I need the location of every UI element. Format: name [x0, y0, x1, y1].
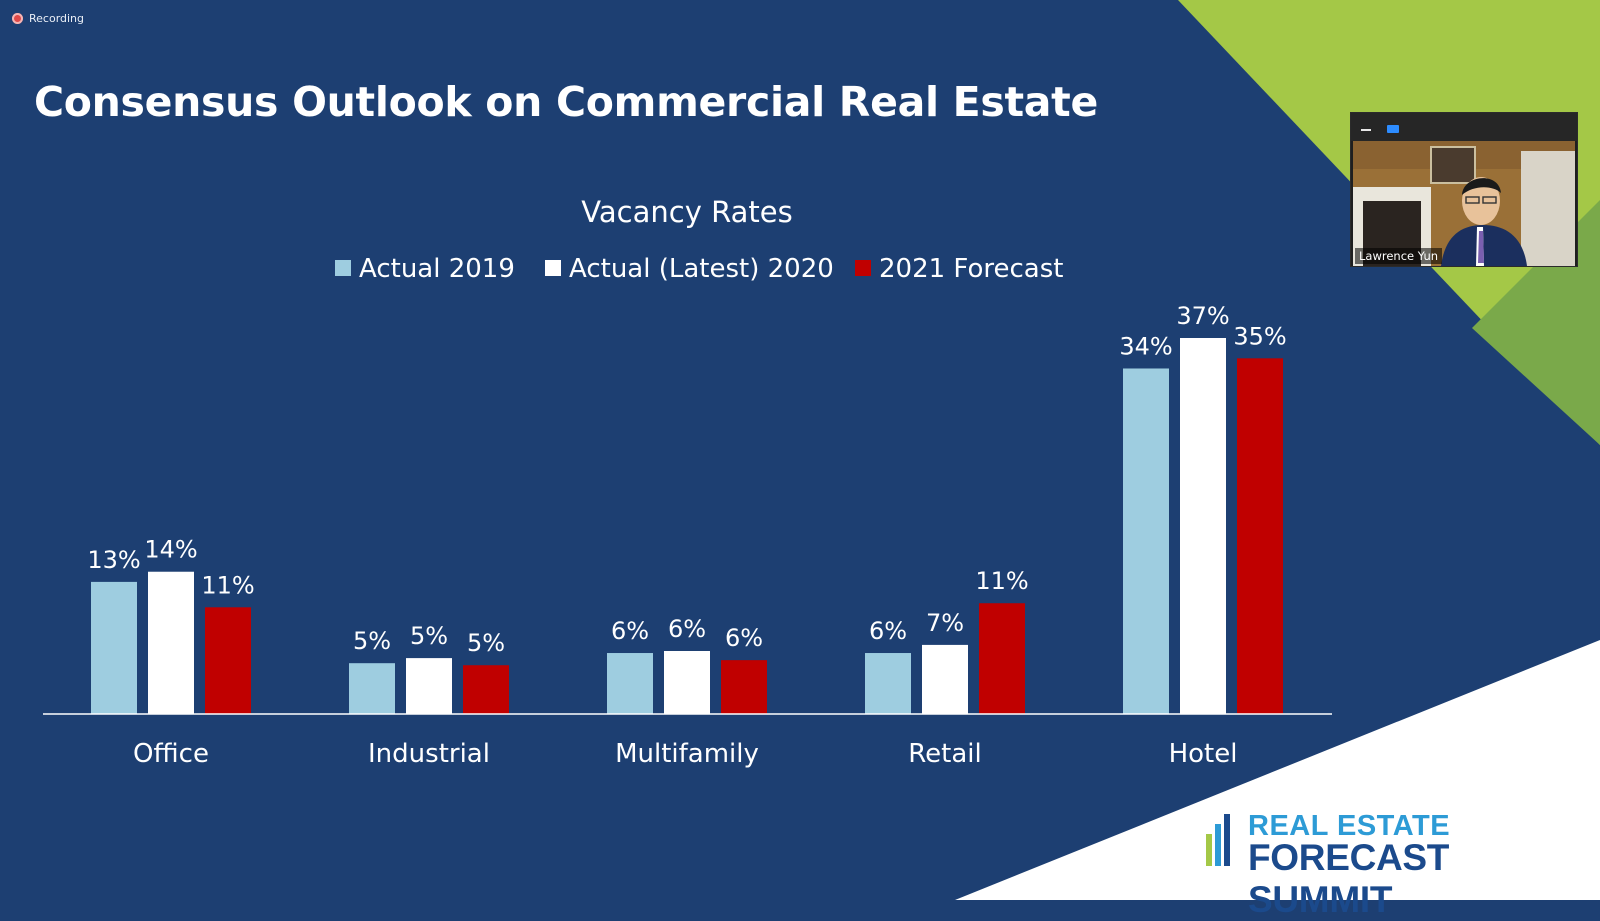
vacancy-rates-chart: Vacancy Rates Actual 2019 Actual (Latest)…: [43, 195, 1332, 769]
category-label-multifamily: Multifamily: [615, 739, 759, 769]
legend-swatch-0: [335, 260, 351, 276]
category-label-office: Office: [133, 739, 209, 769]
recording-label: Recording: [29, 12, 85, 25]
data-label-hotel-1: 37%: [1176, 302, 1229, 330]
bar-office-0: [91, 581, 137, 714]
data-label-industrial-0: 5%: [353, 627, 391, 655]
participant-name: Lawrence Yun: [1355, 248, 1443, 264]
video-status-icon: [1387, 125, 1399, 133]
bar-retail-0: [865, 653, 911, 714]
brand-line-2: FORECAST SUMMIT: [1248, 837, 1450, 920]
bar-retail-2: [979, 603, 1025, 714]
bar-hotel-1: [1180, 338, 1226, 714]
chart-title: Vacancy Rates: [581, 195, 792, 229]
brand-logo: REAL ESTATE FORECAST SUMMIT: [1206, 810, 1592, 920]
chart-legend: Actual 2019 Actual (Latest) 2020 2021 Fore…: [335, 254, 1063, 284]
bar-industrial-2: [463, 665, 509, 714]
data-label-hotel-0: 34%: [1119, 332, 1172, 360]
data-label-multifamily-2: 6%: [725, 624, 763, 652]
data-label-office-2: 11%: [201, 571, 254, 599]
video-toolbar: [1351, 113, 1577, 141]
x-axis-labels: Office Industrial Multifamily Retail Hotel: [133, 739, 1237, 769]
recording-icon: [12, 13, 23, 24]
data-label-industrial-1: 5%: [410, 622, 448, 650]
data-label-retail-0: 6%: [869, 617, 907, 645]
bar-multifamily-0: [607, 653, 653, 714]
slide-title: Consensus Outlook on Commercial Real Est…: [34, 78, 1098, 126]
bar-industrial-0: [349, 663, 395, 714]
bar-multifamily-2: [721, 660, 767, 714]
data-label-multifamily-1: 6%: [668, 615, 706, 643]
data-label-industrial-2: 5%: [467, 629, 505, 657]
legend-label-1: Actual (Latest) 2020: [569, 254, 834, 284]
recording-indicator: Recording: [12, 12, 84, 25]
data-label-retail-1: 7%: [926, 609, 964, 637]
bar-hotel-0: [1123, 368, 1169, 714]
category-label-retail: Retail: [908, 739, 981, 769]
bar-chart-logo-icon: [1206, 814, 1230, 866]
bar-office-2: [205, 607, 251, 714]
data-label-multifamily-0: 6%: [611, 617, 649, 645]
chart-bars: 13% 14%11%5% 5% 5% 6% 6% 6% 6% 7%11%34%37%35%: [87, 302, 1287, 714]
legend-label-0: Actual 2019: [359, 254, 515, 284]
legend-label-2: 2021 Forecast: [879, 254, 1063, 284]
data-label-retail-2: 11%: [975, 567, 1028, 595]
bar-industrial-1: [406, 658, 452, 714]
legend-swatch-1: [545, 260, 561, 276]
data-label-hotel-2: 35%: [1233, 322, 1286, 350]
data-label-office-1: 14%: [144, 536, 197, 564]
video-thumbnail[interactable]: Lawrence Yun: [1350, 112, 1578, 267]
white-corner-shape: [955, 640, 1600, 900]
bar-retail-1: [922, 644, 968, 714]
bar-multifamily-1: [664, 650, 710, 714]
brand-line-1: REAL ESTATE: [1248, 810, 1451, 842]
bar-hotel-2: [1237, 358, 1283, 714]
legend-swatch-2: [855, 260, 871, 276]
category-label-hotel: Hotel: [1169, 739, 1238, 769]
minimize-icon[interactable]: [1361, 129, 1371, 131]
participant-video: Lawrence Yun: [1353, 141, 1575, 266]
data-label-office-0: 13%: [87, 546, 140, 574]
bar-office-1: [148, 571, 194, 714]
category-label-industrial: Industrial: [368, 739, 490, 769]
